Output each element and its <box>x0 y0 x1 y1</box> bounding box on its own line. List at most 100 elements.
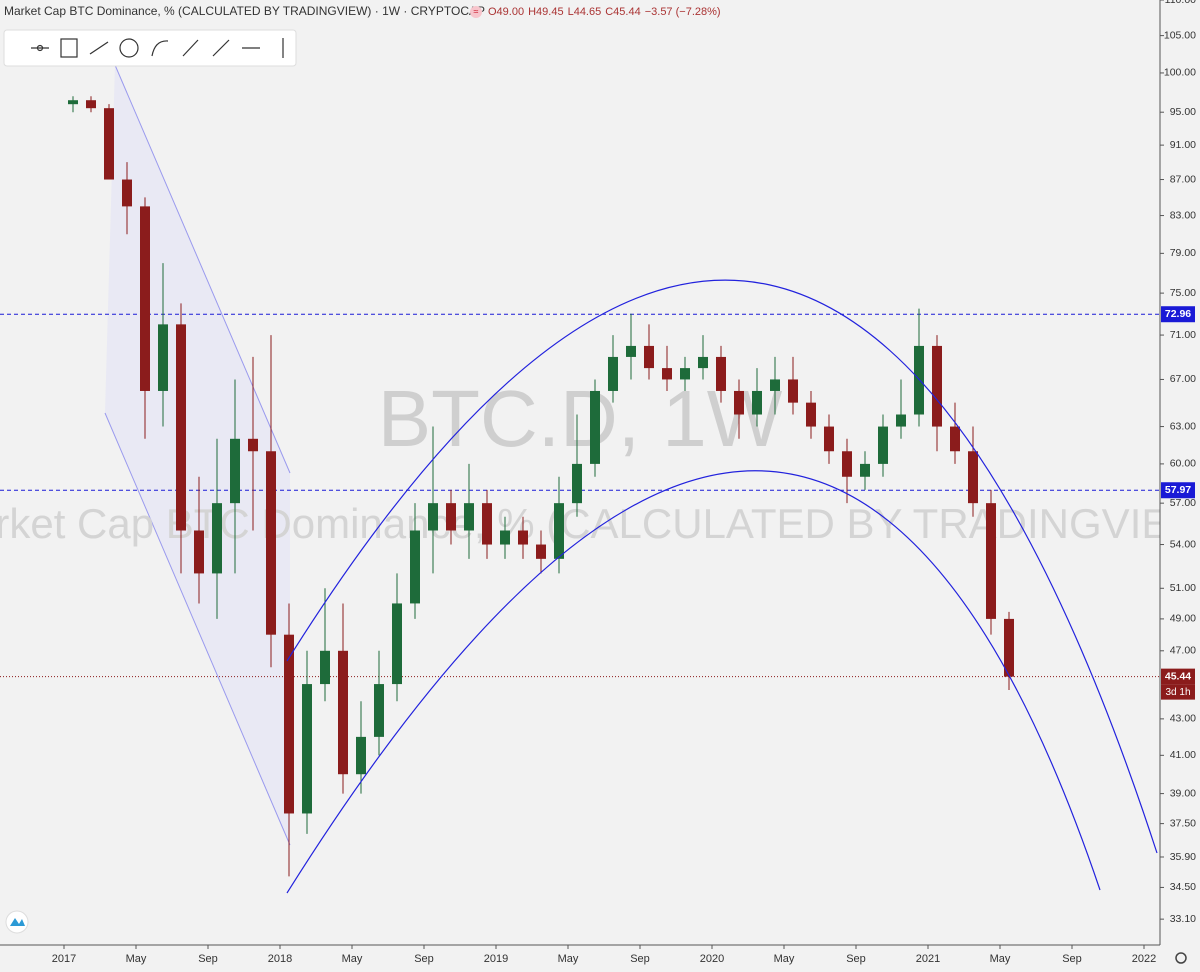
status-icon-glyph: ≈ <box>474 6 479 16</box>
candle-body <box>590 390 600 464</box>
y-tick-label: 71.00 <box>1170 329 1196 341</box>
ohlc-value: L44.65 <box>568 6 602 18</box>
candle-body <box>644 345 654 369</box>
candle-body <box>716 356 726 391</box>
x-tick-label: May <box>126 953 147 965</box>
candle-body <box>410 530 420 604</box>
candle-body <box>626 345 636 357</box>
x-tick-label: Sep <box>846 953 866 965</box>
price-label: 72.96 <box>1165 308 1191 320</box>
candle-body <box>446 503 456 531</box>
settings-icon[interactable] <box>1175 952 1187 964</box>
candle-body <box>572 463 582 504</box>
candle-body <box>176 324 186 531</box>
tool-icon[interactable] <box>89 41 109 55</box>
tool-icon[interactable] <box>119 38 139 58</box>
y-tick-label: 67.00 <box>1170 373 1196 385</box>
time-axis <box>0 945 1200 972</box>
x-tick-label: May <box>342 953 363 965</box>
candle-body <box>374 684 384 737</box>
candle-body <box>770 379 780 391</box>
y-tick-label: 33.10 <box>1170 913 1196 925</box>
x-tick-label: Sep <box>630 953 650 965</box>
y-tick-label: 105.00 <box>1164 29 1196 41</box>
candle-body <box>536 544 546 559</box>
y-tick-label: 47.00 <box>1170 645 1196 657</box>
candle-body <box>968 451 978 504</box>
price-label: 45.44 <box>1165 670 1191 682</box>
y-tick-label: 39.00 <box>1170 787 1196 799</box>
y-tick-label: 41.00 <box>1170 749 1196 761</box>
x-tick-label: May <box>558 953 579 965</box>
axis-labels: 110.00 105.00 100.00 95.00 91.00 87.00 83.00 79… <box>52 0 1196 965</box>
candle-body <box>608 356 618 391</box>
candle-body <box>104 108 114 180</box>
candle-body <box>698 356 708 369</box>
candle-body <box>194 530 204 574</box>
x-tick-label: 2022 <box>1132 953 1156 965</box>
candle-body <box>320 650 330 685</box>
candle-body <box>284 634 294 814</box>
x-tick-label: Sep <box>1062 953 1082 965</box>
channel-line <box>104 412 291 846</box>
candle-body <box>878 426 888 464</box>
tool-icon[interactable] <box>151 40 169 57</box>
candle-body <box>428 503 438 531</box>
candle-body <box>338 650 348 775</box>
tool-icon[interactable] <box>212 39 230 57</box>
candle-body <box>914 345 924 415</box>
tool-icon[interactable] <box>36 44 44 52</box>
candles <box>68 96 1014 877</box>
candle-body <box>554 503 564 559</box>
x-tick-label: 2020 <box>700 953 724 965</box>
candle-body <box>464 503 474 531</box>
candle-body <box>266 451 276 635</box>
chart-title: Market Cap BTC Dominance, % (CALCULATED … <box>4 4 485 18</box>
candle-body <box>824 426 834 452</box>
candle-body <box>212 503 222 574</box>
price-label-box <box>1161 306 1195 323</box>
candle-body <box>302 684 312 814</box>
tool-icon[interactable] <box>182 39 199 57</box>
x-tick-label: Sep <box>198 953 218 965</box>
candle-body <box>752 390 762 415</box>
candle-body <box>932 345 942 427</box>
candle-body <box>662 368 672 380</box>
watermark-symbol: BTC.D, 1W <box>378 374 783 463</box>
candle-body <box>140 206 150 391</box>
logo-glyph <box>10 918 25 926</box>
drawing-toolbar <box>3 29 297 67</box>
candle-body <box>680 368 690 380</box>
candle-body <box>122 179 132 207</box>
y-tick-label: 75.00 <box>1170 287 1196 299</box>
ohlc-legend: O49.00 H49.45 L44.65 C45.44 −3.57 (−7.28%) <box>488 6 721 18</box>
y-tick-label: 91.00 <box>1170 139 1196 151</box>
candle-body <box>860 463 870 477</box>
candle-body <box>518 530 528 545</box>
candle-body <box>986 503 996 619</box>
y-tick-label: 87.00 <box>1170 173 1196 185</box>
arc-drawing <box>286 279 1158 854</box>
candle-body <box>158 324 168 391</box>
y-tick-label: 95.00 <box>1170 106 1196 118</box>
countdown: 3d 1h <box>1165 687 1190 698</box>
price-label: 57.97 <box>1165 484 1191 496</box>
x-tick-label: 2021 <box>916 953 940 965</box>
candle-body <box>500 530 510 545</box>
candle-body <box>896 414 906 427</box>
channel-fill <box>105 65 290 845</box>
candle-body <box>842 451 852 477</box>
y-tick-label: 51.00 <box>1170 582 1196 594</box>
ohlc-value: −3.57 (−7.28%) <box>645 6 721 18</box>
toolbar-icons <box>31 38 284 58</box>
ohlc-value: H49.45 <box>528 6 563 18</box>
y-tick-label: 63.00 <box>1170 420 1196 432</box>
grid <box>0 313 1160 678</box>
y-tick-label: 57.00 <box>1170 497 1196 509</box>
candle-body <box>230 438 240 504</box>
y-tick-label: 60.00 <box>1170 458 1196 470</box>
y-tick-label: 43.00 <box>1170 713 1196 725</box>
x-tick-label: May <box>990 953 1011 965</box>
candle-body <box>356 736 366 775</box>
tool-icon[interactable] <box>60 38 78 58</box>
